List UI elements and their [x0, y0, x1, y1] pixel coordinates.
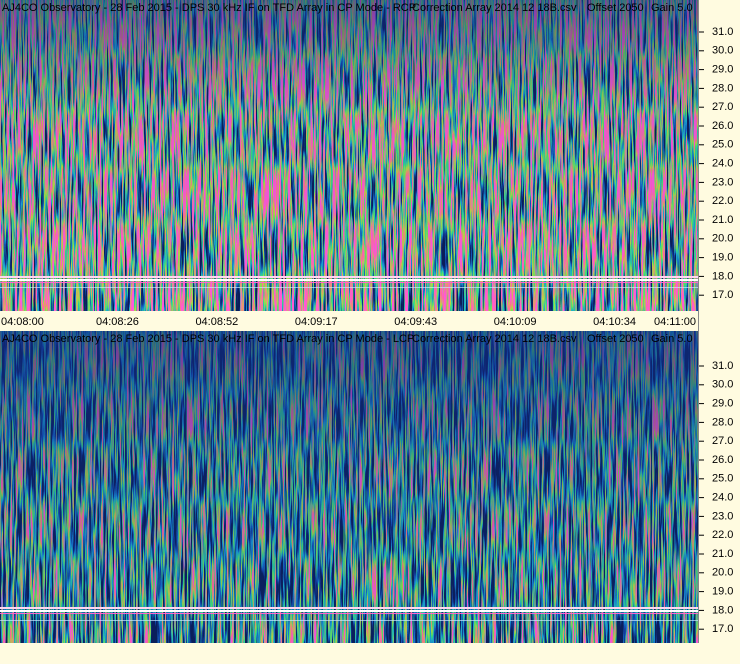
frequency-axis-strip — [698, 0, 740, 664]
offset: Offset 2050 — [587, 2, 644, 14]
time-tick-label: 04:08:00 — [1, 316, 44, 328]
offset: Offset 2050 — [587, 333, 644, 345]
y-tick-label: 19.0 — [712, 586, 733, 598]
y-tick-label: 30.0 — [712, 45, 733, 57]
y-tick-label: 18.0 — [712, 270, 733, 282]
time-tick-label: 04:09:43 — [394, 316, 437, 328]
time-axis-strip — [0, 311, 698, 331]
lcp-spectrogram — [0, 331, 698, 643]
y-tick-label: 26.0 — [712, 120, 733, 132]
time-tick-label: 04:08:26 — [96, 316, 139, 328]
y-tick-label: 23.0 — [712, 176, 733, 188]
y-tick-label: 28.0 — [712, 416, 733, 428]
y-tick-label: 30.0 — [712, 379, 733, 391]
time-tick-label: 04:08:52 — [195, 316, 238, 328]
y-tick-label: 22.0 — [712, 195, 733, 207]
time-tick-label: 04:10:34 — [593, 316, 636, 328]
y-tick-label: 25.0 — [712, 139, 733, 151]
y-tick-label: 26.0 — [712, 454, 733, 466]
time-tick-label: 04:11:00 — [654, 316, 696, 328]
y-tick-label: 31.0 — [712, 360, 733, 372]
y-tick-label: 31.0 — [712, 26, 733, 38]
rcp-spectrogram — [0, 0, 698, 311]
labels: AJ4CO Observatory - 28 Feb 2015 - DPS 30… — [1, 2, 733, 635]
time-tick-label: 04:10:09 — [494, 316, 537, 328]
y-tick-label: 29.0 — [712, 64, 733, 76]
y-tick-label: 17.0 — [712, 623, 733, 635]
correction-file: Correction Array 2014 12 18B.csv — [412, 2, 577, 14]
y-tick-label: 23.0 — [712, 510, 733, 522]
y-tick-label: 29.0 — [712, 398, 733, 410]
y-tick-label: 27.0 — [712, 101, 733, 113]
time-tick-label: 04:09:17 — [295, 316, 338, 328]
y-tick-label: 27.0 — [712, 435, 733, 447]
y-tick-label: 19.0 — [712, 252, 733, 264]
y-tick-label: 21.0 — [712, 214, 733, 226]
y-tick-label: 28.0 — [712, 82, 733, 94]
panel-title: AJ4CO Observatory - 28 Feb 2015 - DPS 30… — [2, 333, 414, 345]
y-tick-label: 18.0 — [712, 604, 733, 616]
y-tick-label: 22.0 — [712, 529, 733, 541]
panel-title: AJ4CO Observatory - 28 Feb 2015 - DPS 30… — [2, 2, 416, 14]
y-tick-label: 24.0 — [712, 158, 733, 170]
gain: Gain 5.0 — [651, 333, 693, 345]
bottom-strip — [0, 643, 698, 664]
y-tick-label: 20.0 — [712, 567, 733, 579]
y-tick-label: 20.0 — [712, 233, 733, 245]
gain: Gain 5.0 — [651, 2, 693, 14]
correction-file: Correction Array 2014 12 18B.csv — [412, 333, 577, 345]
y-tick-label: 25.0 — [712, 473, 733, 485]
y-tick-label: 17.0 — [712, 289, 733, 301]
y-tick-label: 24.0 — [712, 492, 733, 504]
y-tick-label: 21.0 — [712, 548, 733, 560]
